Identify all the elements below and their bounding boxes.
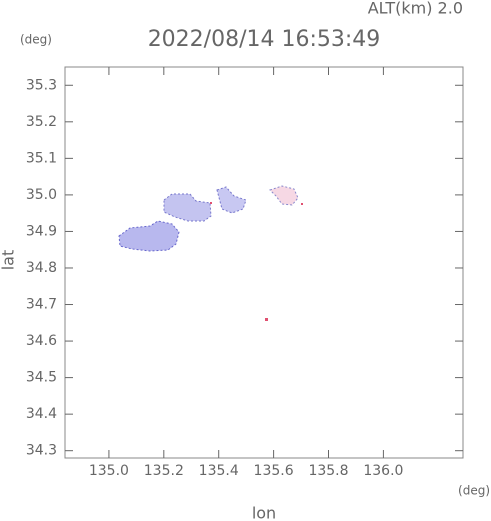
echo-dot [301,203,303,205]
y-tick-label: 34.7 [26,297,57,313]
echo-area [118,220,180,252]
y-tick-label: 34.9 [26,223,57,239]
echo-area [216,186,247,214]
y-tick-label: 34.8 [26,260,57,276]
echo-dot [210,202,212,204]
echo-dot [265,318,268,321]
x-tick-label: 136.0 [363,463,403,479]
y-tick-label: 34.6 [26,333,57,349]
echo-areas [118,185,303,321]
altitude-label: ALT(km) 2.0 [368,0,463,18]
y-tick-label: 35.0 [26,187,57,203]
x-tick-label: 135.6 [254,463,294,479]
x-tick-label: 135.8 [308,463,348,479]
y-tick-label: 35.3 [26,77,57,93]
x-tick-label: 135.4 [199,463,239,479]
y-tick-label: 34.3 [26,443,57,459]
y-tick-label: 34.5 [26,370,57,386]
y-unit: (deg) [20,33,52,47]
y-tick-label: 35.2 [26,114,57,130]
x-axis-label: lon [252,504,276,521]
y-tick-label: 35.1 [26,150,57,166]
plot-frame [64,66,464,459]
chart-title: 2022/08/14 16:53:49 [148,27,381,52]
y-tick-label: 34.4 [26,406,57,422]
echo-area [269,185,299,206]
x-tick-label: 135.0 [89,463,129,479]
y-axis-label: lat [0,250,18,271]
x-unit: (deg) [458,484,490,498]
echo-area [163,193,212,222]
x-tick-label: 135.2 [144,463,184,479]
